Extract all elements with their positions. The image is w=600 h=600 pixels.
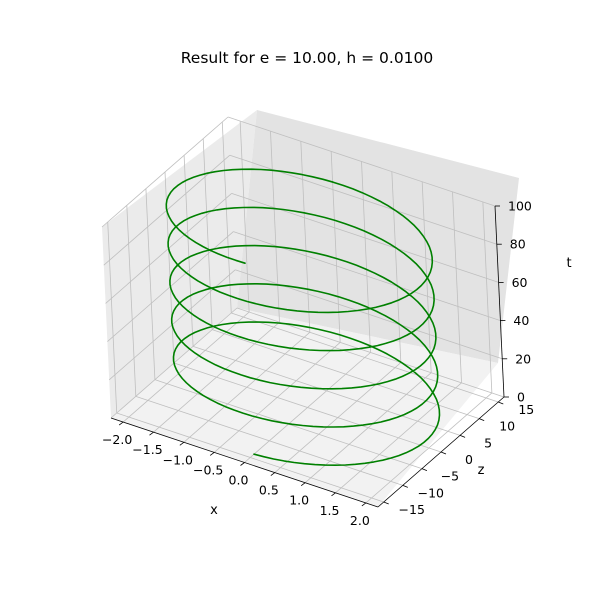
tick-labels: −2.0−1.5−1.0−0.5 0.0 0.5 1.0 1.5 2.0 −15 −10−5 0…	[102, 199, 534, 528]
x-tick-mark	[300, 482, 306, 487]
grid-line-z-floor	[173, 362, 442, 453]
trajectory-curve	[165, 168, 441, 467]
z-tick-mark	[421, 468, 428, 472]
x-tick-mark	[179, 441, 185, 446]
t-axis-label: t	[566, 256, 571, 271]
x-axis-label: x	[210, 503, 218, 518]
x-tick-label: 1.5	[320, 503, 340, 518]
x-tick-label: 1.0	[289, 493, 309, 508]
x-tick-mark	[331, 492, 336, 497]
grid-line-z-floor	[135, 395, 403, 486]
z-tick-mark	[498, 401, 504, 405]
grid-line-x-back	[270, 131, 280, 323]
z-tick-mark	[383, 501, 389, 505]
grid-line-t-side	[101, 116, 229, 228]
t-tick-label: 0	[517, 390, 525, 405]
grid-line-x-back	[452, 191, 462, 383]
t-tick-label: 40	[513, 313, 529, 328]
z-tick-label: 10	[499, 419, 515, 434]
axes-panes	[102, 110, 519, 507]
grid-line-z-floor	[212, 329, 480, 420]
x-tick-label: −0.5	[193, 462, 223, 477]
floor-pane	[111, 308, 498, 507]
grid-line-z-side	[107, 221, 118, 414]
x-tick-label: 0.0	[229, 473, 249, 488]
grid-line-x-back	[300, 141, 311, 333]
x-tick-mark	[361, 502, 367, 507]
t-axis-line	[494, 205, 505, 398]
grid-line-z-side	[145, 188, 156, 380]
grid-line-z-floor	[192, 345, 461, 436]
z-tick-mark	[479, 418, 485, 422]
x-tick-label: 0.5	[259, 483, 279, 498]
grid-line-z-side	[126, 205, 137, 397]
z-tick-label: 5	[484, 435, 492, 450]
z-tick-mark	[459, 434, 466, 438]
grid-line-x-back	[330, 151, 341, 343]
x-tick-mark	[240, 462, 245, 466]
z-tick-label: −15	[399, 502, 425, 517]
z-axis-label: z	[478, 463, 485, 478]
chart-title: Result for e = 10.00, h = 0.0100	[181, 49, 434, 67]
z-tick-label: −5	[441, 469, 459, 484]
x-tick-label: −2.0	[102, 432, 132, 447]
t-tick-label: 20	[515, 351, 531, 366]
grid-line-t-back	[227, 116, 496, 207]
z-tick-mark	[440, 451, 447, 455]
trajectory-series-line	[165, 168, 441, 467]
x-tick-label: −1.0	[163, 452, 193, 467]
t-tick-label: 60	[512, 275, 528, 290]
z-tick-label: 0	[465, 452, 473, 467]
z-tick-label: −10	[418, 485, 444, 500]
t-tick-label: 100	[508, 199, 532, 214]
grid-line-z-floor	[231, 312, 499, 403]
back-right-pane	[237, 110, 519, 363]
x-tick-mark	[270, 472, 276, 476]
grid-line-z-floor	[116, 412, 384, 503]
grid-line-z-side	[221, 121, 232, 314]
z-tick-label: 15	[518, 402, 534, 417]
grid-line-x-back	[239, 121, 250, 313]
z-tick-mark	[402, 484, 408, 488]
x-tick-mark	[118, 421, 124, 426]
t-tick-label: 80	[510, 237, 526, 252]
grid-line-x-back	[482, 201, 493, 393]
x-tick-label: 2.0	[350, 513, 370, 528]
grid-line-z-side	[202, 138, 213, 330]
x-tick-label: −1.5	[132, 442, 162, 457]
grid-line-x-back	[391, 171, 402, 363]
x-tick-mark	[149, 431, 154, 436]
x-tick-mark	[209, 452, 215, 456]
